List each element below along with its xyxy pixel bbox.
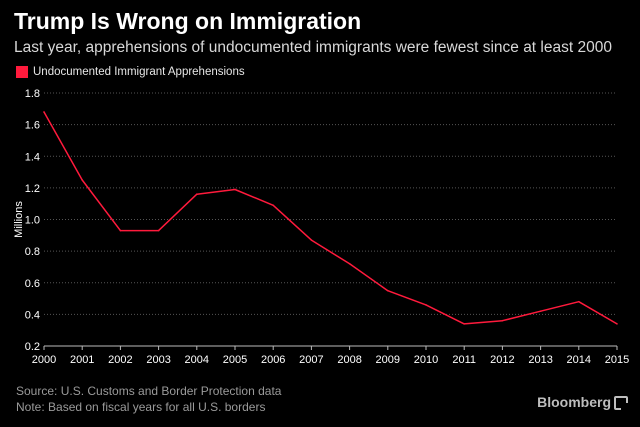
x-tick-label: 2010 [414,354,438,366]
footer: Source: U.S. Customs and Border Protecti… [16,383,281,415]
y-tick-label: 1.2 [25,183,40,195]
source-note: Source: U.S. Customs and Border Protecti… [16,384,282,398]
x-tick-label: 2009 [376,354,400,366]
data-point [119,229,122,232]
data-point [463,323,466,325]
data-point [616,323,618,325]
logo-mark-icon [614,396,628,410]
x-tick-label: 2003 [146,354,170,366]
y-tick-label: 1.0 [25,215,40,227]
legend-swatch [16,66,28,78]
x-tick-label: 2008 [337,354,361,366]
data-point [81,179,83,181]
data-point [272,204,275,207]
x-tick-label: 2011 [452,354,476,366]
bloomberg-logo: Bloomberg [537,394,628,410]
fiscal-note: Note: Based on fiscal years for all U.S.… [16,400,266,414]
y-tick-label: 1.4 [25,151,40,163]
data-point [578,300,580,303]
x-tick-label: 2006 [261,354,285,366]
x-tick-label: 2012 [490,354,514,366]
y-tick-label: 0.6 [25,278,40,290]
y-tick-label: 0.4 [25,309,40,321]
x-tick-label: 2002 [108,354,132,366]
chart-title: Trump Is Wrong on Immigration [14,8,362,34]
data-point [348,262,351,265]
y-axis-label: Millions [13,201,25,238]
x-tick-label: 2005 [223,354,247,366]
logo-text: Bloomberg [537,394,611,410]
legend-label: Undocumented Immigrant Apprehensions [33,66,245,78]
x-tick-label: 2000 [32,354,56,366]
x-tick-label: 2004 [185,354,209,366]
data-point [387,289,389,292]
legend: Undocumented Immigrant Apprehensions [16,66,245,78]
data-point [310,239,313,241]
data-point [539,310,542,313]
x-tick-label: 2007 [299,354,323,366]
data-point [157,229,160,232]
y-tick-label: 0.8 [25,246,40,258]
series-line [43,111,618,325]
x-tick-label: 2013 [528,354,552,366]
x-tick-label: 2014 [567,354,591,366]
chart-subtitle: Last year, apprehensions of undocumented… [14,39,612,56]
data-point [234,188,236,191]
y-tick-label: 1.8 [25,88,40,100]
x-tick-label: 2001 [70,354,94,366]
data-point [196,193,198,195]
y-tick-label: 0.2 [25,341,40,353]
x-tick-label: 2015 [605,354,629,366]
y-tick-label: 1.6 [25,120,40,132]
data-point [43,111,45,113]
data-point [425,304,427,306]
data-point [501,319,504,322]
